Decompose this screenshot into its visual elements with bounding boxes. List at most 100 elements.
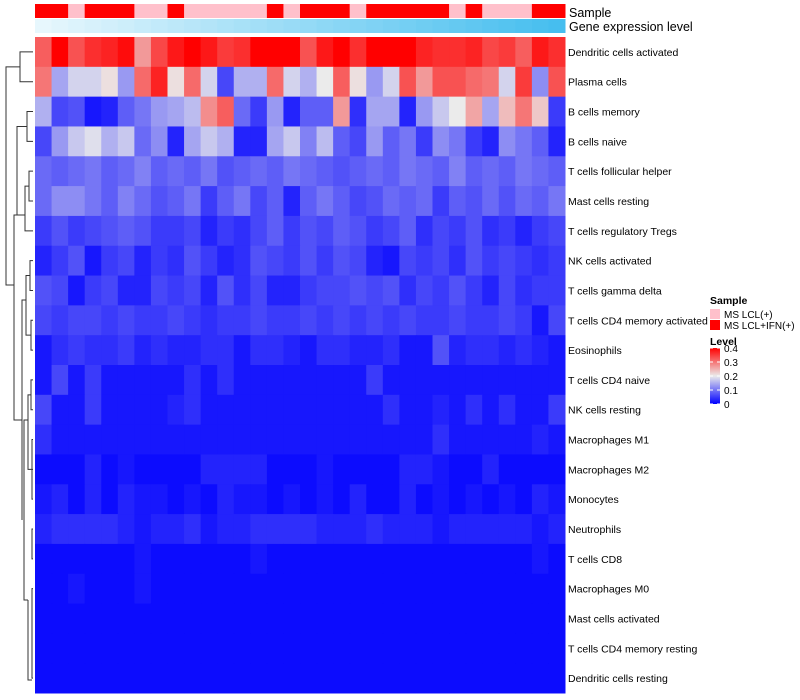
row-label: T cells follicular helper xyxy=(568,166,672,178)
heatmap-cell xyxy=(117,573,135,605)
gene-annotation-cell xyxy=(150,19,168,33)
heatmap-cell xyxy=(531,66,549,98)
heatmap-cell xyxy=(366,394,384,426)
heatmap-cell xyxy=(117,454,135,485)
row-label: Eosinophils xyxy=(568,345,622,357)
heatmap-cell xyxy=(134,424,152,455)
heatmap-cell xyxy=(217,603,235,634)
heatmap-cell xyxy=(449,424,467,455)
heatmap-cell xyxy=(283,663,301,694)
heatmap-cell xyxy=(150,335,168,366)
heatmap-cell xyxy=(432,335,450,366)
heatmap-cell xyxy=(465,275,483,306)
heatmap-cell xyxy=(449,454,467,485)
heatmap-cell xyxy=(366,603,384,634)
heatmap-cell xyxy=(316,96,334,127)
heatmap-cell xyxy=(465,156,483,187)
heatmap-cell xyxy=(217,573,235,605)
heatmap-cell xyxy=(117,156,135,187)
heatmap-cell xyxy=(366,186,384,217)
heatmap-cell xyxy=(200,633,218,664)
heatmap-cell xyxy=(150,454,168,485)
heatmap-cells xyxy=(35,37,566,694)
heatmap-cell xyxy=(84,573,102,605)
heatmap-cell xyxy=(316,603,334,634)
heatmap-cell xyxy=(349,603,367,634)
heatmap-cell xyxy=(200,365,218,396)
heatmap-cell xyxy=(167,66,185,98)
heatmap-cell xyxy=(316,37,334,68)
heatmap-cell xyxy=(415,454,433,485)
dendrogram-branch xyxy=(26,111,33,142)
heatmap-cell xyxy=(35,215,53,247)
heatmap-cell xyxy=(283,66,301,98)
sample-legend-swatch xyxy=(710,320,720,330)
heatmap-cell xyxy=(300,633,318,664)
heatmap-cell xyxy=(200,514,218,545)
row-label: Macrophages M1 xyxy=(568,435,649,447)
heatmap-cell xyxy=(531,573,549,605)
heatmap-cell xyxy=(399,245,417,277)
heatmap-cell xyxy=(399,335,417,366)
heatmap-cell xyxy=(84,156,102,187)
heatmap-cell xyxy=(465,424,483,455)
heatmap-cell xyxy=(217,66,235,98)
heatmap-cell xyxy=(266,394,284,426)
heatmap-cell xyxy=(283,245,301,277)
heatmap-cell xyxy=(233,573,251,605)
heatmap-cell xyxy=(432,633,450,664)
heatmap-cell xyxy=(184,424,202,455)
row-label: Dendritic cells activated xyxy=(568,47,678,59)
heatmap-cell xyxy=(515,603,533,634)
heatmap-cell xyxy=(283,215,301,247)
heatmap-cell xyxy=(184,543,202,575)
heatmap-cell xyxy=(101,603,119,634)
heatmap-cell xyxy=(366,96,384,127)
heatmap-cell xyxy=(399,424,417,455)
heatmap-cell xyxy=(415,215,433,247)
heatmap-cell xyxy=(531,126,549,157)
heatmap-cell xyxy=(233,454,251,485)
heatmap-cell xyxy=(333,603,351,634)
heatmap-cell xyxy=(333,633,351,664)
heatmap-cell xyxy=(84,663,102,694)
heatmap-cell xyxy=(250,573,268,605)
heatmap-cell xyxy=(316,394,334,426)
gene-annotation-cell xyxy=(200,19,218,33)
row-label: T cells CD4 memory activated xyxy=(568,315,708,327)
heatmap-cell xyxy=(134,66,152,98)
sample-annotation-cell xyxy=(333,4,351,18)
heatmap-cell xyxy=(184,66,202,98)
heatmap-cell xyxy=(449,573,467,605)
heatmap-cell xyxy=(465,514,483,545)
heatmap-cell xyxy=(266,484,284,515)
heatmap-cell xyxy=(266,186,284,217)
heatmap-cell xyxy=(35,126,53,157)
heatmap-cell xyxy=(300,514,318,545)
heatmap-cell xyxy=(399,305,417,336)
heatmap-cell xyxy=(449,514,467,545)
heatmap-cell xyxy=(415,514,433,545)
heatmap-cell xyxy=(184,365,202,396)
heatmap-cell xyxy=(134,484,152,515)
heatmap-cell xyxy=(432,275,450,306)
heatmap-cell xyxy=(531,305,549,336)
heatmap-cell xyxy=(167,245,185,277)
dendrogram-branch xyxy=(19,51,33,83)
heatmap-cell xyxy=(349,663,367,694)
heatmap-cell xyxy=(465,186,483,217)
heatmap-cell xyxy=(382,543,400,575)
heatmap-cell xyxy=(449,186,467,217)
heatmap-cell xyxy=(217,215,235,247)
heatmap-cell xyxy=(366,335,384,366)
heatmap-cell xyxy=(482,365,500,396)
heatmap-cell xyxy=(68,37,86,68)
row-label: T cells CD4 naive xyxy=(568,375,650,387)
heatmap-cell xyxy=(101,66,119,98)
heatmap-cell xyxy=(35,156,53,187)
heatmap-cell xyxy=(217,245,235,277)
heatmap-cell xyxy=(432,424,450,455)
heatmap-cell xyxy=(415,603,433,634)
heatmap-cell xyxy=(300,96,318,127)
heatmap-cell xyxy=(366,365,384,396)
